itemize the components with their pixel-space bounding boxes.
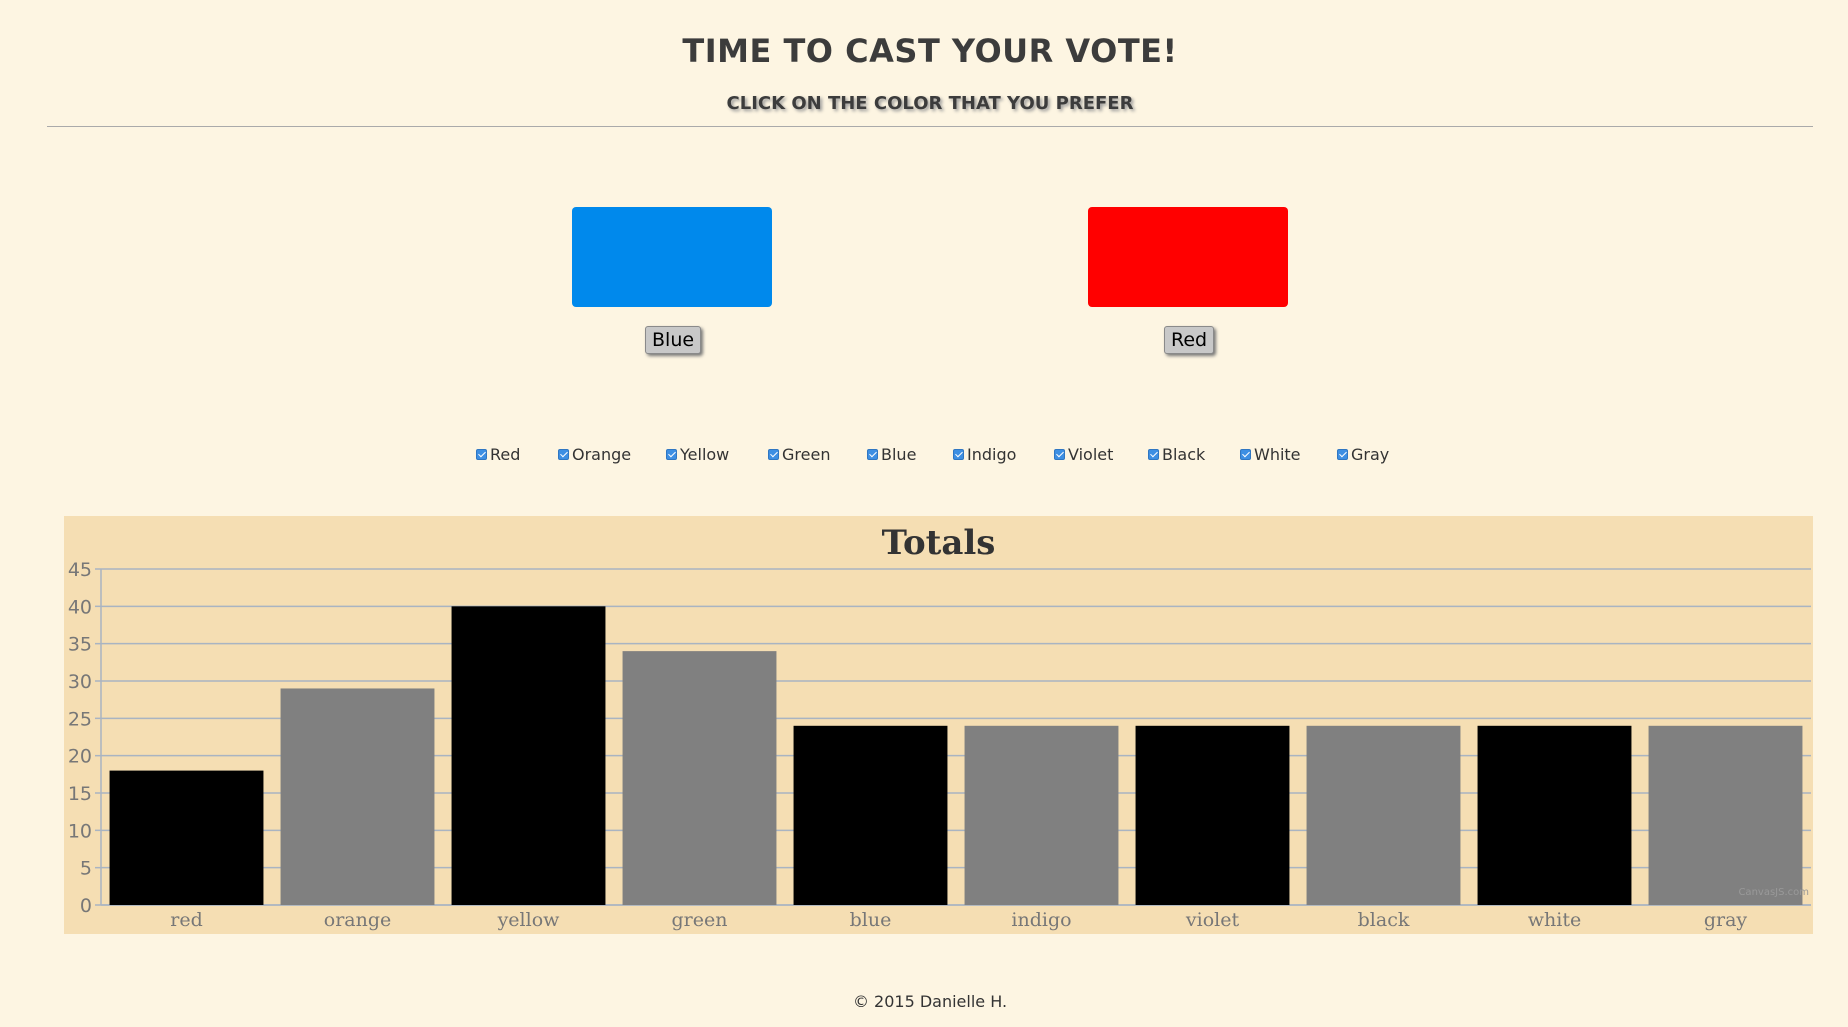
x-tick-label: indigo: [1011, 909, 1071, 931]
filter-label: Indigo: [967, 445, 1017, 464]
filter-black[interactable]: Black: [1148, 445, 1205, 464]
footer-copyright: © 2015 Danielle H.: [852, 992, 1008, 1011]
checkbox-checked-icon[interactable]: [768, 449, 779, 460]
header-divider: [47, 126, 1813, 127]
filter-label: Green: [782, 445, 831, 464]
checkbox-checked-icon[interactable]: [666, 449, 677, 460]
checkbox-checked-icon[interactable]: [867, 449, 878, 460]
x-tick-label: green: [672, 909, 728, 931]
filter-label: Gray: [1351, 445, 1390, 464]
bar-blue: [793, 725, 948, 905]
x-tick-label: white: [1528, 909, 1581, 931]
filter-label: Violet: [1068, 445, 1114, 464]
y-tick-label: 35: [68, 634, 92, 656]
x-tick-label: orange: [324, 909, 392, 931]
x-tick-label: yellow: [497, 909, 561, 931]
filter-label: Red: [490, 445, 521, 464]
bar-gray: [1648, 725, 1803, 905]
filter-yellow[interactable]: Yellow: [666, 445, 729, 464]
y-tick-label: 10: [68, 820, 92, 842]
blue-color-swatch[interactable]: [572, 207, 772, 307]
checkbox-checked-icon[interactable]: [558, 449, 569, 460]
y-tick-label: 25: [68, 708, 92, 730]
color-filter-checkboxes: Red Orange Yellow Green Blue Indigo Viol…: [0, 445, 1848, 465]
y-tick-label: 40: [68, 596, 92, 618]
filter-gray[interactable]: Gray: [1337, 445, 1389, 464]
checkbox-checked-icon[interactable]: [1337, 449, 1348, 460]
filter-label: Orange: [572, 445, 632, 464]
red-color-swatch[interactable]: [1088, 207, 1288, 307]
filter-label: Yellow: [680, 445, 730, 464]
filter-indigo[interactable]: Indigo: [953, 445, 1016, 464]
page-title: TIME TO CAST YOUR VOTE!: [682, 32, 1178, 70]
x-tick-label: black: [1358, 909, 1410, 931]
bar-yellow: [451, 606, 606, 905]
y-tick-label: 30: [68, 671, 92, 693]
y-tick-label: 20: [68, 746, 92, 768]
filter-label: White: [1254, 445, 1301, 464]
x-tick-label: blue: [850, 909, 892, 931]
filter-red[interactable]: Red: [476, 445, 520, 464]
vote-blue-button[interactable]: Blue: [645, 326, 701, 354]
checkbox-checked-icon[interactable]: [1148, 449, 1159, 460]
bar-violet: [1135, 725, 1290, 905]
filter-label: Black: [1162, 445, 1206, 464]
bar-indigo: [964, 725, 1119, 905]
x-tick-label: red: [170, 909, 203, 931]
page-subtitle: CLICK ON THE COLOR THAT YOU PREFER: [726, 93, 1134, 114]
checkbox-checked-icon[interactable]: [476, 449, 487, 460]
totals-chart-svg: Totals 0 5 10 15 20 25 30 35 40 45 red orange yellow g…: [68, 523, 1811, 931]
filter-white[interactable]: White: [1240, 445, 1301, 464]
filter-label: Blue: [881, 445, 917, 464]
bar-green: [622, 651, 777, 905]
filter-violet[interactable]: Violet: [1054, 445, 1113, 464]
filter-green[interactable]: Green: [768, 445, 830, 464]
chart-title: Totals: [882, 523, 996, 563]
filter-blue[interactable]: Blue: [867, 445, 916, 464]
totals-chart: Totals 0 5 10 15 20 25 30 35 40 45 red orange yellow g…: [64, 516, 1813, 934]
checkbox-checked-icon[interactable]: [953, 449, 964, 460]
bar-white: [1477, 725, 1632, 905]
bar-orange: [280, 688, 435, 905]
bar-black: [1306, 725, 1461, 905]
checkbox-checked-icon[interactable]: [1054, 449, 1065, 460]
y-tick-label: 0: [80, 895, 92, 917]
x-tick-label: gray: [1704, 909, 1748, 931]
checkbox-checked-icon[interactable]: [1240, 449, 1251, 460]
bar-red: [109, 770, 264, 905]
y-tick-label: 15: [68, 783, 92, 805]
y-tick-label: 5: [80, 858, 92, 880]
filter-orange[interactable]: Orange: [558, 445, 631, 464]
vote-red-button[interactable]: Red: [1164, 326, 1214, 354]
chart-watermark: CanvasJS.com: [1738, 887, 1809, 898]
y-tick-label: 45: [68, 559, 92, 581]
x-tick-label: violet: [1185, 909, 1240, 931]
